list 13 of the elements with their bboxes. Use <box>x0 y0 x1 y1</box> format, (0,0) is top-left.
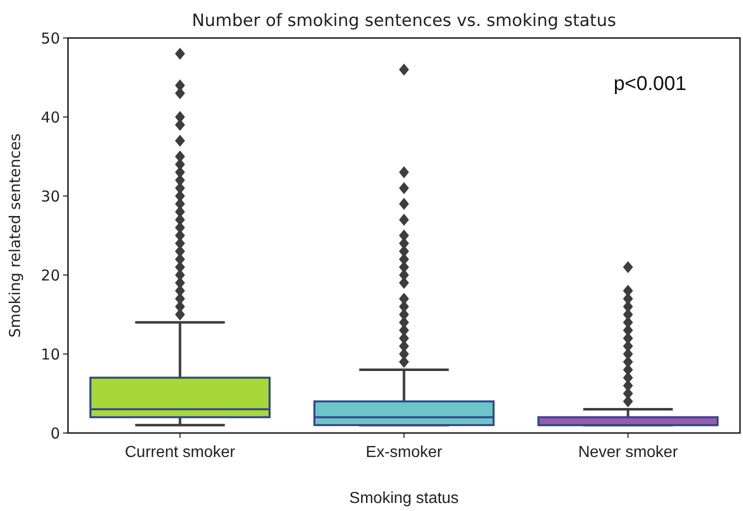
y-tick-label: 20 <box>40 266 60 284</box>
chart-title: Number of smoking sentences vs. smoking status <box>192 11 616 31</box>
y-axis-title: Smoking related sentences <box>6 133 24 338</box>
x-tick-label: Current smoker <box>124 444 236 461</box>
x-tick-label: Ex-smoker <box>366 444 443 461</box>
y-tick-label: 30 <box>40 187 60 206</box>
x-axis-title: Smoking status <box>349 490 459 507</box>
y-tick-label: 0 <box>50 424 60 442</box>
y-tick-label: 10 <box>40 345 60 364</box>
y-tick-label: 50 <box>40 29 60 48</box>
annotation: p<0.001 <box>614 73 686 95</box>
y-tick-label: 40 <box>40 108 60 126</box>
x-tick-label: Never smoker <box>578 444 678 461</box>
